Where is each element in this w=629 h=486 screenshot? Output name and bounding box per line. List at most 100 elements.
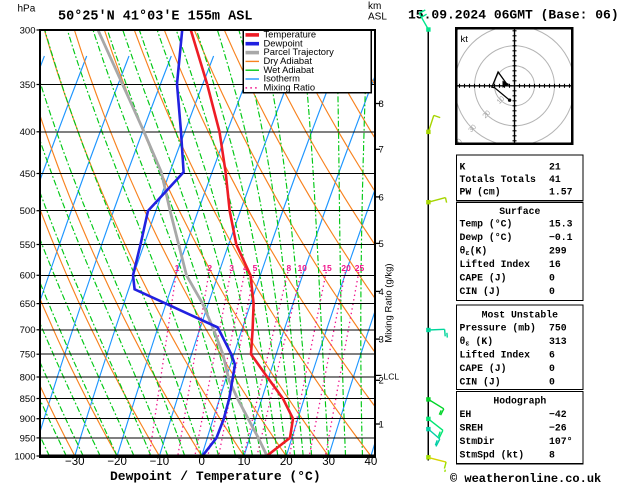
svg-text:15: 15 xyxy=(322,263,332,273)
svg-text:20: 20 xyxy=(280,456,293,468)
svg-text:20: 20 xyxy=(341,263,351,273)
svg-text:0: 0 xyxy=(549,363,555,374)
svg-text:−10: −10 xyxy=(150,456,170,468)
svg-text:0: 0 xyxy=(549,273,555,284)
svg-text:© weatheronline.co.uk: © weatheronline.co.uk xyxy=(450,472,601,486)
svg-text:Parcel Trajectory: Parcel Trajectory xyxy=(264,46,335,57)
svg-text:450: 450 xyxy=(20,169,36,180)
svg-text:500: 500 xyxy=(20,206,36,217)
svg-text:Mixing Ratio: Mixing Ratio xyxy=(264,82,316,93)
svg-text:400: 400 xyxy=(20,127,36,138)
svg-text:350: 350 xyxy=(20,80,36,91)
svg-text:0: 0 xyxy=(549,286,555,297)
svg-text:Lifted Index: Lifted Index xyxy=(460,259,531,270)
svg-text:2: 2 xyxy=(379,376,384,387)
svg-text:25: 25 xyxy=(355,263,365,273)
svg-text:Dewpoint / Temperature (°C): Dewpoint / Temperature (°C) xyxy=(110,469,321,484)
svg-text:850: 850 xyxy=(20,394,36,405)
svg-text:EH: EH xyxy=(460,409,472,420)
svg-text:41: 41 xyxy=(549,174,561,185)
svg-text:6: 6 xyxy=(379,192,384,203)
svg-text:5: 5 xyxy=(379,239,384,250)
svg-text:20: 20 xyxy=(482,110,493,121)
svg-text:1.57: 1.57 xyxy=(549,187,573,198)
svg-text:SREH: SREH xyxy=(460,423,484,434)
svg-text:600: 600 xyxy=(20,271,36,282)
svg-text:800: 800 xyxy=(20,372,36,383)
svg-text:CIN (J): CIN (J) xyxy=(460,377,501,388)
svg-text:1: 1 xyxy=(175,263,180,273)
svg-text:Temperature: Temperature xyxy=(264,29,317,40)
svg-text:CAPE (J): CAPE (J) xyxy=(460,273,507,284)
svg-text:−20: −20 xyxy=(107,456,127,468)
svg-text:8: 8 xyxy=(287,263,292,273)
svg-text:StmDir: StmDir xyxy=(460,436,495,447)
svg-text:Lifted Index: Lifted Index xyxy=(460,350,531,361)
svg-text:2: 2 xyxy=(207,263,212,273)
svg-text:km: km xyxy=(368,1,381,12)
svg-text:10: 10 xyxy=(238,456,251,468)
svg-text:3: 3 xyxy=(229,263,234,273)
svg-text:700: 700 xyxy=(20,325,36,336)
svg-text:Surface: Surface xyxy=(499,206,540,217)
svg-text:θε (K): θε (K) xyxy=(460,336,494,349)
svg-text:10: 10 xyxy=(297,263,307,273)
svg-text:−0.1: −0.1 xyxy=(549,232,573,243)
svg-text:4: 4 xyxy=(243,263,248,273)
svg-text:Mixing Ratio (g/kg): Mixing Ratio (g/kg) xyxy=(384,263,395,342)
svg-text:15.09.2024 06GMT (Base: 06): 15.09.2024 06GMT (Base: 06) xyxy=(408,8,619,23)
svg-text:8: 8 xyxy=(549,450,555,461)
svg-text:LCL: LCL xyxy=(384,372,400,382)
svg-text:750: 750 xyxy=(20,350,36,361)
svg-text:300: 300 xyxy=(20,25,36,36)
svg-text:15.3: 15.3 xyxy=(549,219,573,230)
svg-text:−26: −26 xyxy=(549,423,567,434)
svg-text:16: 16 xyxy=(549,259,561,270)
svg-text:Hodograph: Hodograph xyxy=(493,396,546,407)
svg-text:Isotherm: Isotherm xyxy=(264,73,301,84)
svg-text:5: 5 xyxy=(253,263,258,273)
svg-text:0: 0 xyxy=(198,456,204,468)
svg-text:30: 30 xyxy=(468,124,479,135)
svg-text:Dewpoint: Dewpoint xyxy=(264,37,303,48)
svg-text:PW (cm): PW (cm) xyxy=(460,187,501,198)
svg-text:313: 313 xyxy=(549,336,567,347)
svg-text:900: 900 xyxy=(20,414,36,425)
svg-text:8: 8 xyxy=(379,99,384,110)
svg-text:ASL: ASL xyxy=(368,12,387,23)
svg-text:θε(K): θε(K) xyxy=(460,246,488,259)
svg-text:40: 40 xyxy=(365,456,378,468)
svg-text:10: 10 xyxy=(496,95,507,106)
svg-text:Dewp (°C): Dewp (°C) xyxy=(460,232,513,243)
svg-text:4: 4 xyxy=(379,287,384,298)
svg-text:kt: kt xyxy=(461,34,469,45)
svg-text:Wet Adiabat: Wet Adiabat xyxy=(264,64,315,75)
svg-text:−42: −42 xyxy=(549,409,567,420)
svg-text:Temp (°C): Temp (°C) xyxy=(460,219,513,230)
svg-text:CIN (J): CIN (J) xyxy=(460,286,501,297)
svg-text:550: 550 xyxy=(20,240,36,251)
svg-text:6: 6 xyxy=(549,350,555,361)
svg-text:K: K xyxy=(460,162,466,173)
svg-text:50°25'N 41°03'E 155m ASL: 50°25'N 41°03'E 155m ASL xyxy=(58,9,252,24)
svg-text:−30: −30 xyxy=(65,456,85,468)
svg-text:CAPE (J): CAPE (J) xyxy=(460,363,507,374)
svg-text:30: 30 xyxy=(322,456,335,468)
svg-text:40: 40 xyxy=(453,138,464,149)
svg-text:hPa: hPa xyxy=(18,4,36,15)
svg-text:107°: 107° xyxy=(549,436,573,447)
svg-text:1000: 1000 xyxy=(14,451,35,462)
svg-text:Dry Adiabat: Dry Adiabat xyxy=(264,55,313,66)
svg-text:Pressure (mb): Pressure (mb) xyxy=(460,323,536,334)
svg-text:21: 21 xyxy=(549,162,561,173)
svg-text:0: 0 xyxy=(549,377,555,388)
svg-text:750: 750 xyxy=(549,323,567,334)
svg-text:7: 7 xyxy=(379,145,384,156)
svg-text:299: 299 xyxy=(549,246,567,257)
svg-text:950: 950 xyxy=(20,433,36,444)
svg-text:Totals Totals: Totals Totals xyxy=(460,174,537,185)
svg-text:StmSpd (kt): StmSpd (kt) xyxy=(460,450,525,461)
svg-text:1: 1 xyxy=(379,419,384,430)
svg-text:3: 3 xyxy=(379,335,384,346)
svg-text:650: 650 xyxy=(20,299,36,310)
